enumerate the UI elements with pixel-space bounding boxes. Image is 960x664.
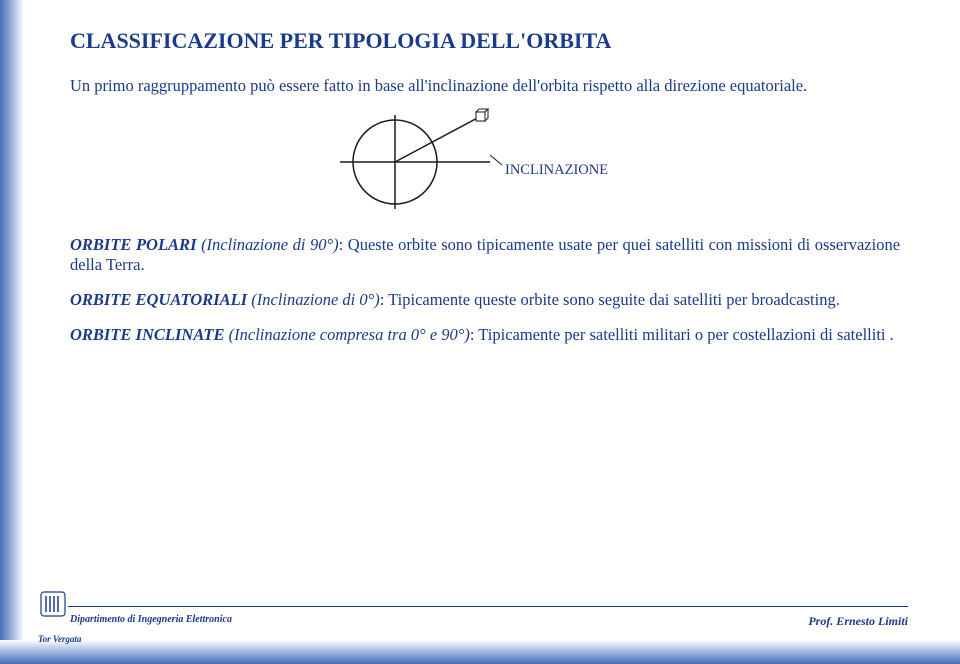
lead-equatoriali: ORBITE EQUATORIALI <box>70 290 247 309</box>
inclination-label: INCLINAZIONE <box>505 162 608 179</box>
university-logo-icon <box>38 588 68 624</box>
footer: Dipartimento di Ingegneria Elettronica T… <box>38 606 938 646</box>
professor-label: Prof. Ernesto Limiti <box>808 614 908 629</box>
paren-inclinate: (Inclinazione compresa tra 0° e 90°) <box>229 325 470 344</box>
page-title: CLASSIFICAZIONE PER TIPOLOGIA DELL'ORBIT… <box>70 28 900 54</box>
lead-inclinate: ORBITE INCLINATE <box>70 325 225 344</box>
paragraph-inclinate: ORBITE INCLINATE (Inclinazione compresa … <box>70 325 900 346</box>
footer-divider <box>68 606 908 607</box>
paragraph-polari: ORBITE POLARI (Inclinazione di 90°): Que… <box>70 235 900 276</box>
rest-inclinate: : Tipicamente per satelliti militari o p… <box>470 325 894 344</box>
diagram-container: INCLINAZIONE <box>70 107 900 217</box>
gradient-left-border <box>0 0 24 664</box>
intro-paragraph: Un primo raggruppamento può essere fatto… <box>70 76 900 97</box>
satellite-cube-icon <box>476 109 488 121</box>
inclination-diagram: INCLINAZIONE <box>340 107 630 217</box>
paren-equatoriali: (Inclinazione di 0°) <box>251 290 380 309</box>
paren-polari: (Inclinazione di 90°) <box>201 235 339 254</box>
department-label: Dipartimento di Ingegneria Elettronica <box>70 614 232 625</box>
slide-content: CLASSIFICAZIONE PER TIPOLOGIA DELL'ORBIT… <box>70 28 900 359</box>
footer-left: Dipartimento di Ingegneria Elettronica T… <box>70 614 232 625</box>
tor-vergata-label: Tor Vergata <box>38 634 81 644</box>
rest-equatoriali: : Tipicamente queste orbite sono seguite… <box>380 290 840 309</box>
lead-polari: ORBITE POLARI <box>70 235 197 254</box>
label-pointer <box>490 155 502 165</box>
paragraph-equatoriali: ORBITE EQUATORIALI (Inclinazione di 0°):… <box>70 290 900 311</box>
